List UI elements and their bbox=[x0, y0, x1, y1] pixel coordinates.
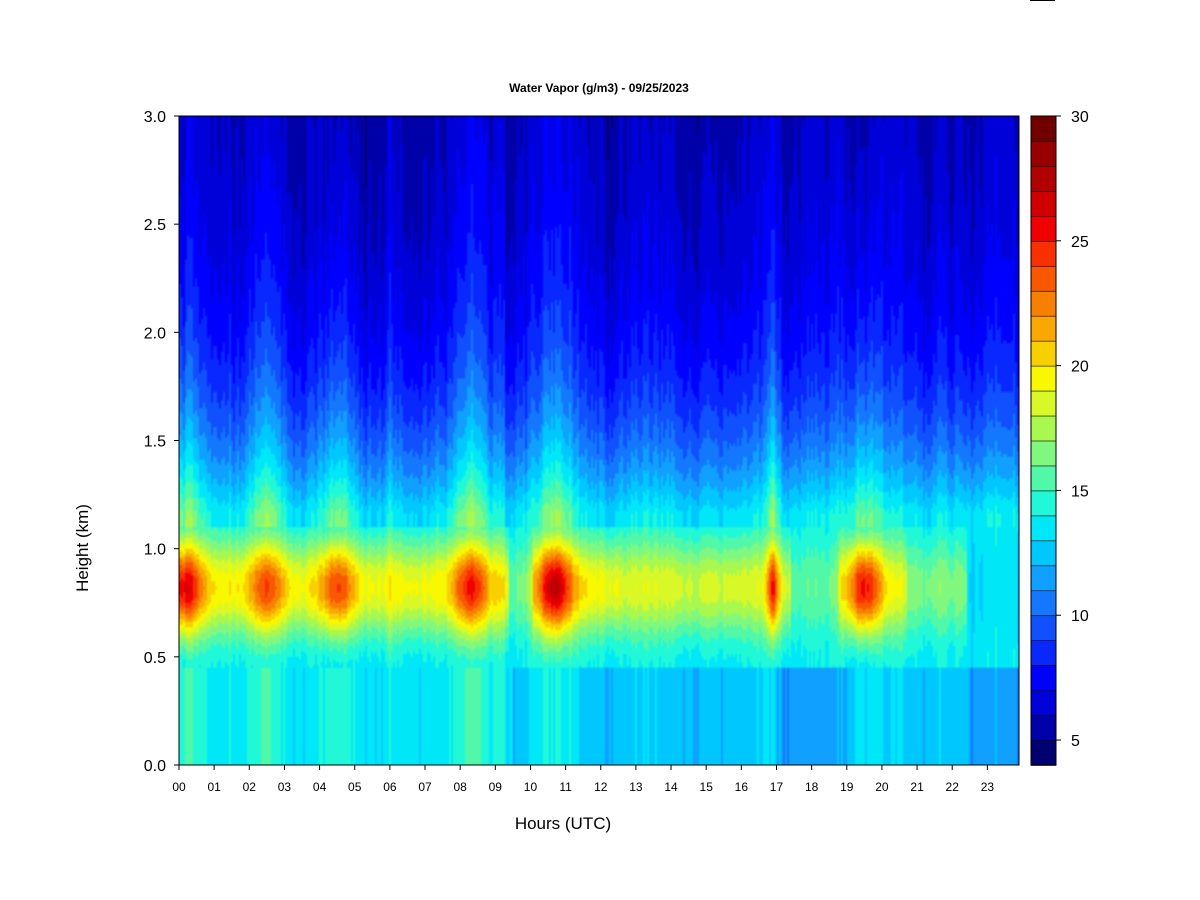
x-tick-label: 13 bbox=[629, 780, 643, 794]
y-axis-title: Height (km) bbox=[73, 504, 92, 592]
colorbar-swatch bbox=[1030, 614, 1057, 641]
x-tick-label: 22 bbox=[946, 780, 960, 794]
x-tick-label: 17 bbox=[770, 780, 784, 794]
colorbar-swatch bbox=[1030, 639, 1057, 666]
x-tick-label: 20 bbox=[875, 780, 889, 794]
colorbar-swatch bbox=[1030, 664, 1057, 691]
x-tick-label: 09 bbox=[489, 780, 503, 794]
colorbar-swatch bbox=[1030, 540, 1057, 567]
x-axis-title: Hours (UTC) bbox=[515, 814, 611, 833]
colorbar-swatch bbox=[1030, 465, 1057, 492]
x-tick-label: 21 bbox=[910, 780, 924, 794]
colorbar-swatch bbox=[1030, 340, 1057, 367]
x-axis: 00 01 02 03 04 05 06 07 08 09 10 11 12 13 14 15 16 17 18 19… bbox=[172, 765, 994, 794]
colorbar-swatch bbox=[1030, 165, 1057, 192]
colorbar-swatch bbox=[1030, 215, 1057, 242]
y-tick-label: 1.0 bbox=[144, 542, 166, 559]
x-tick-label: 07 bbox=[418, 780, 432, 794]
x-tick-label: 04 bbox=[313, 780, 327, 794]
colorbar-swatch bbox=[1030, 290, 1057, 317]
chart-title: Water Vapor (g/m3) - 09/25/2023 bbox=[509, 81, 689, 95]
colorbar-swatch bbox=[1030, 515, 1057, 542]
y-tick-label: 0.0 bbox=[144, 758, 166, 775]
y-tick-label: 1.5 bbox=[144, 434, 166, 451]
y-tick-label: 2.0 bbox=[144, 325, 166, 342]
colorbar-swatch bbox=[1030, 565, 1057, 592]
x-tick-label: 14 bbox=[664, 780, 678, 794]
x-tick-label: 16 bbox=[735, 780, 749, 794]
colorbar-tick-label: 30 bbox=[1071, 109, 1089, 126]
x-tick-label: 15 bbox=[700, 780, 714, 794]
x-tick-label: 01 bbox=[207, 780, 221, 794]
x-tick-label: 05 bbox=[348, 780, 362, 794]
x-tick-label: 03 bbox=[278, 780, 292, 794]
colorbar-swatch bbox=[1030, 140, 1057, 167]
colorbar-swatch bbox=[1030, 589, 1057, 617]
colorbar-tick-label: 20 bbox=[1071, 359, 1089, 376]
y-tick-label: 0.5 bbox=[144, 650, 166, 667]
colorbar-swatch bbox=[1030, 390, 1057, 417]
x-tick-label: 10 bbox=[524, 780, 538, 794]
y-tick-label: 2.5 bbox=[144, 217, 166, 234]
colorbar-border bbox=[1030, 115, 1057, 766]
x-tick-label: 23 bbox=[981, 780, 995, 794]
colorbar-swatch bbox=[1030, 240, 1057, 267]
colorbar-tick-label: 10 bbox=[1071, 608, 1089, 625]
colorbar-tick-label: 15 bbox=[1071, 483, 1089, 500]
colorbar-tick-label: 5 bbox=[1071, 733, 1080, 750]
x-tick-label: 11 bbox=[559, 780, 572, 794]
colorbar-tick-label: 25 bbox=[1071, 234, 1089, 251]
x-tick-label: 00 bbox=[172, 780, 186, 794]
colorbar-swatch bbox=[1030, 739, 1057, 766]
colorbar-swatch bbox=[1030, 689, 1057, 716]
colorbar-swatch bbox=[1030, 415, 1057, 442]
x-tick-label: 08 bbox=[453, 780, 467, 794]
y-tick-label: 3.0 bbox=[144, 109, 166, 126]
x-tick-label: 18 bbox=[805, 780, 819, 794]
y-axis: 0.0 0.5 1.0 1.5 2.0 2.5 3.0 bbox=[144, 109, 179, 775]
colorbar-swatch bbox=[1030, 440, 1057, 467]
colorbar-swatch bbox=[1030, 714, 1057, 741]
colorbar-swatch bbox=[1030, 490, 1057, 517]
colorbar-swatch bbox=[1030, 115, 1057, 142]
x-tick-label: 06 bbox=[383, 780, 397, 794]
colorbar-swatch bbox=[1030, 265, 1057, 292]
colorbar-swatch bbox=[1030, 315, 1057, 342]
x-tick-label: 19 bbox=[840, 780, 854, 794]
x-tick-label: 12 bbox=[594, 780, 608, 794]
colorbar-swatch bbox=[1030, 190, 1057, 217]
heatmap-field bbox=[179, 116, 1019, 765]
x-tick-label: 02 bbox=[243, 780, 257, 794]
colorbar-swatch bbox=[1030, 365, 1057, 392]
colorbar: 5 10 15 20 25 30 bbox=[1030, 109, 1089, 766]
plot-area bbox=[178, 115, 1020, 766]
corner-mark bbox=[1030, 0, 1055, 1]
